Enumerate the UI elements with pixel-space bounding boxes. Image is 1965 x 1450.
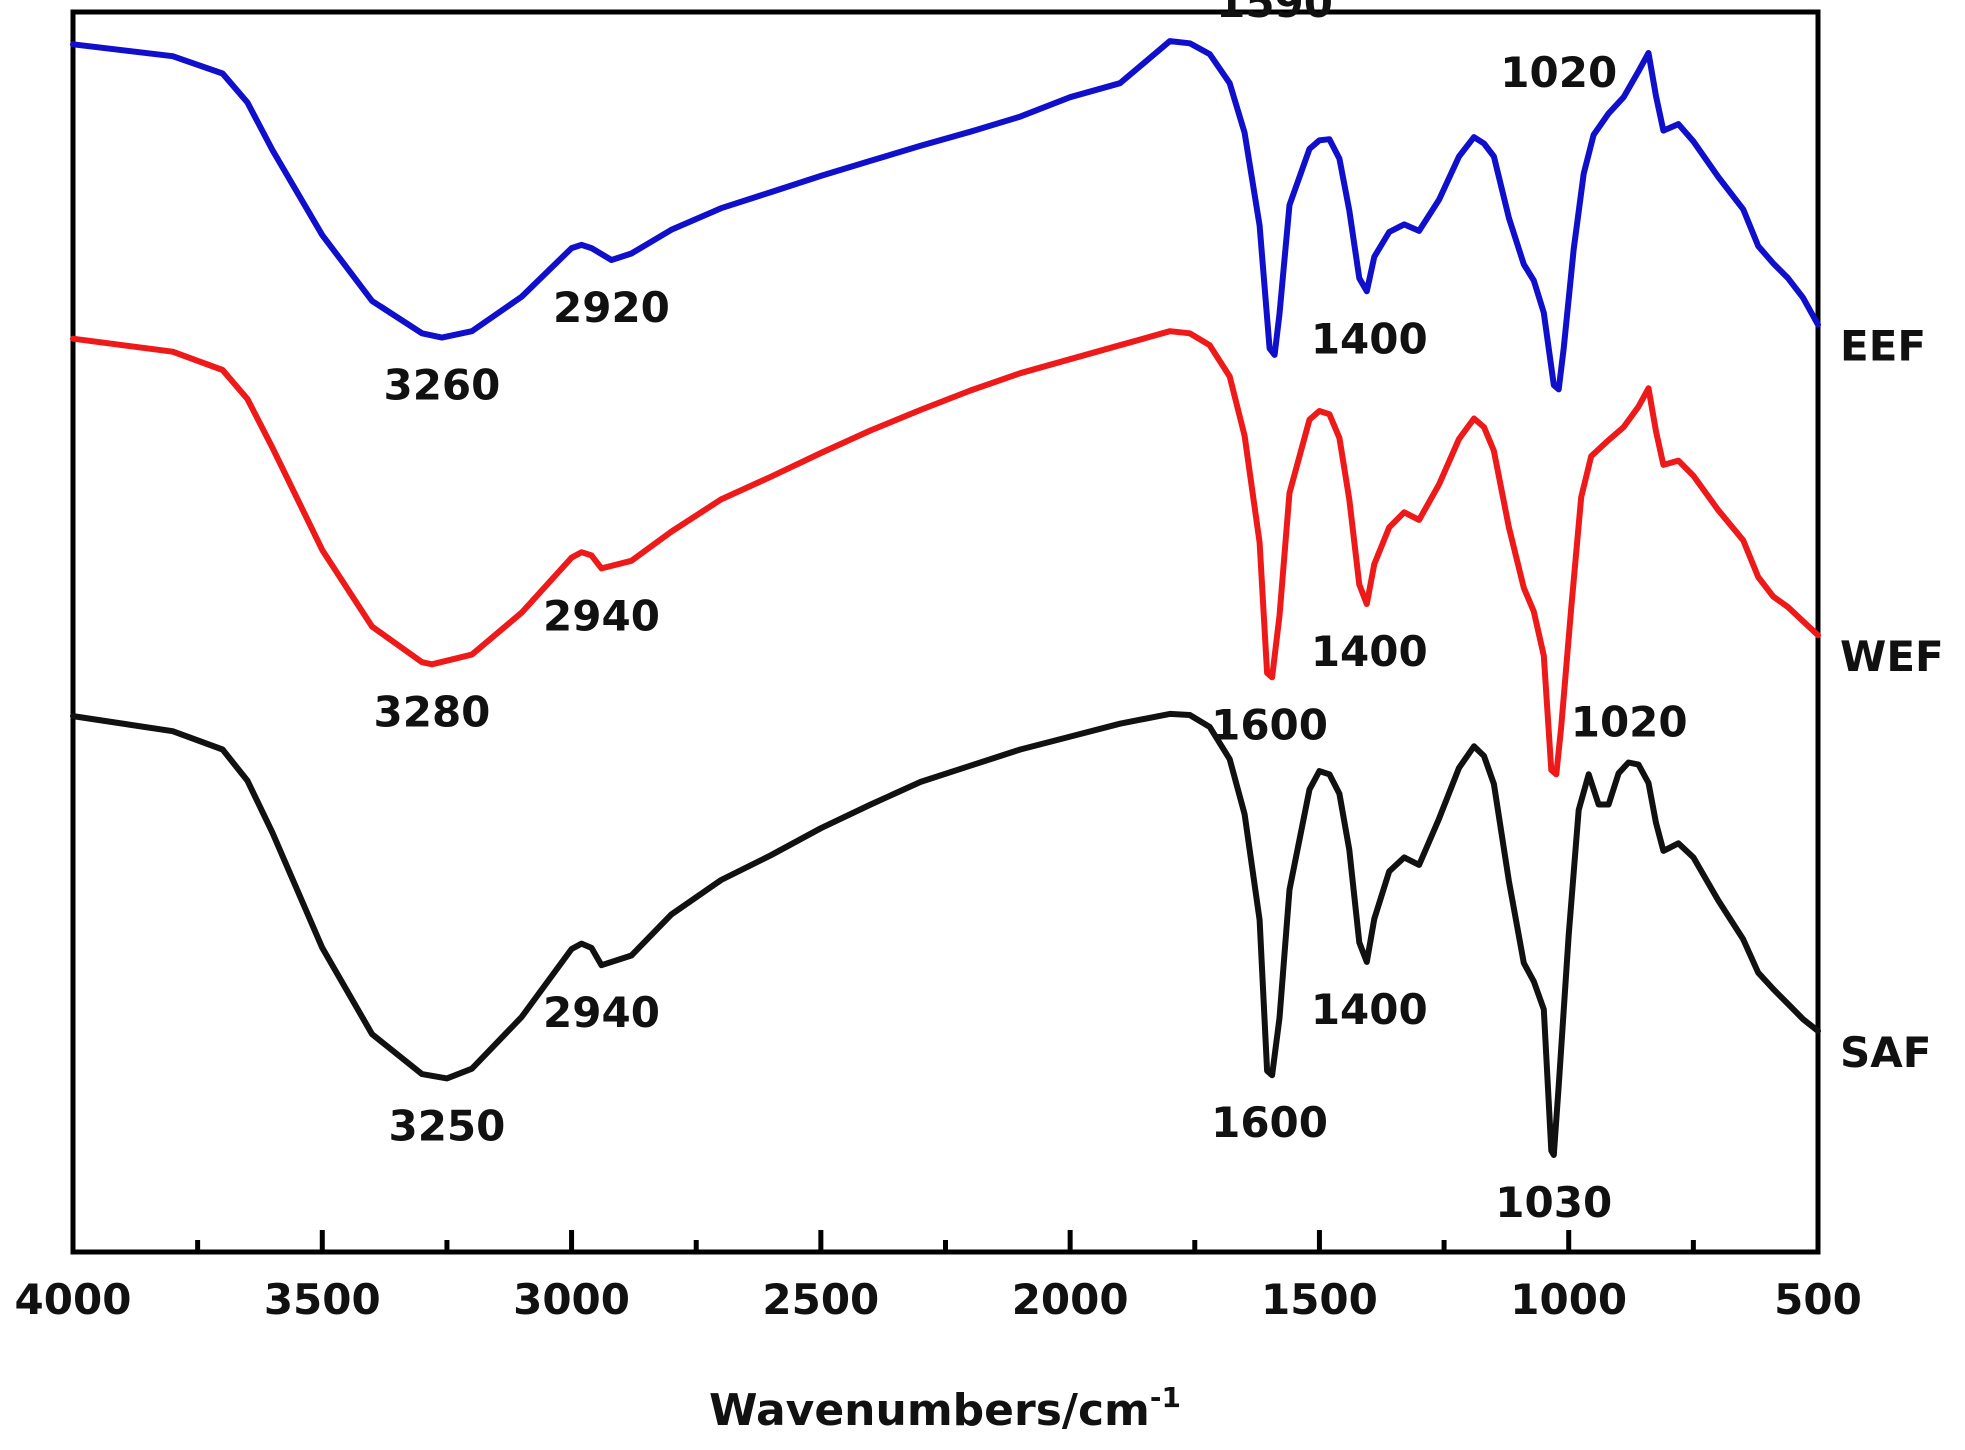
x-axis-title: Wavenumbers/cm-1 xyxy=(709,1381,1181,1436)
peak-label: 1020 xyxy=(1571,697,1688,746)
x-tick-label: 3500 xyxy=(264,1275,381,1324)
series-line-saf xyxy=(70,710,1821,1158)
peak-label: 1400 xyxy=(1311,985,1428,1034)
peak-label: 1590 xyxy=(1216,0,1333,27)
x-tick-label: 2000 xyxy=(1012,1275,1129,1324)
series-labels: EEF WEF SAF xyxy=(1840,322,1944,1077)
peak-label: 2940 xyxy=(543,591,660,640)
peak-label: 1030 xyxy=(1495,1178,1612,1227)
x-tick-label: 500 xyxy=(1774,1275,1862,1324)
spectra-series xyxy=(70,38,1821,1158)
x-tick-label: 4000 xyxy=(15,1275,132,1324)
peak-label: 3260 xyxy=(383,361,500,410)
x-tick-label: 2500 xyxy=(762,1275,879,1324)
peak-label: 1600 xyxy=(1211,1098,1328,1147)
series-label-eef: EEF xyxy=(1840,322,1926,371)
plot-frame xyxy=(70,9,1821,1255)
peak-label: 2920 xyxy=(553,283,670,332)
x-axis-ticks xyxy=(70,1230,1821,1252)
peak-label: 1400 xyxy=(1311,627,1428,676)
x-tick-label: 3000 xyxy=(513,1275,630,1324)
series-label-wef: WEF xyxy=(1840,632,1944,681)
x-axis-title-superscript: -1 xyxy=(1150,1381,1181,1414)
peak-label: 1020 xyxy=(1500,48,1617,97)
peak-annotations: 3260 2920 1590 1400 1020 3280 2940 1600 1400 1020… xyxy=(374,0,1688,1227)
peak-label: 1600 xyxy=(1211,700,1328,749)
peak-label: 3250 xyxy=(388,1101,505,1150)
peak-label: 1400 xyxy=(1311,314,1428,363)
x-tick-label: 1000 xyxy=(1510,1275,1627,1324)
peak-label: 3280 xyxy=(374,687,491,736)
peak-label: 2940 xyxy=(543,988,660,1037)
series-line-wef xyxy=(70,328,1821,778)
x-axis-tick-labels: 4000 3500 3000 2500 2000 1500 1000 500 xyxy=(15,1275,1862,1324)
series-line-eef xyxy=(70,38,1821,393)
series-label-saf: SAF xyxy=(1840,1028,1931,1077)
x-axis-title-text: Wavenumbers/cm xyxy=(709,1385,1150,1436)
x-tick-label: 1500 xyxy=(1261,1275,1378,1324)
